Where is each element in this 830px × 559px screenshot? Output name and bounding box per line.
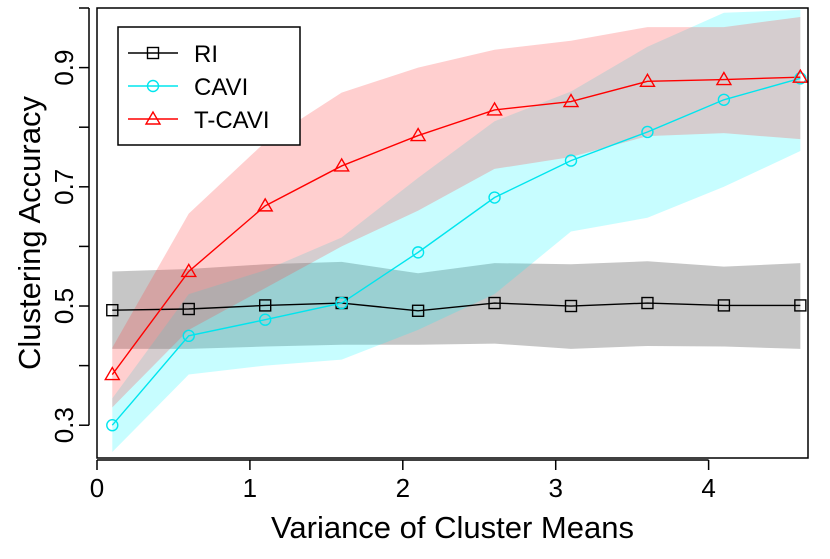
point-t-cavi xyxy=(256,197,274,212)
point-cavi xyxy=(411,246,425,259)
band-cavi xyxy=(112,9,801,453)
point-cavi xyxy=(564,154,578,167)
confidence-bands xyxy=(112,9,801,453)
series-markers xyxy=(104,68,809,432)
x-tick-label: 3 xyxy=(548,473,562,503)
point-cavi xyxy=(335,296,348,310)
point-ri xyxy=(794,299,807,312)
y-tick-label: 0.7 xyxy=(49,169,79,205)
legend-marker-t-cavi xyxy=(144,110,162,125)
point-cavi xyxy=(106,419,119,432)
point-cavi xyxy=(488,191,501,204)
plot-frame xyxy=(96,7,809,459)
legend-marker-ri xyxy=(146,46,160,60)
legend-label-t-cavi: T-CAVI xyxy=(194,107,270,134)
point-ri xyxy=(258,299,272,312)
point-ri xyxy=(106,303,119,317)
band-t-cavi xyxy=(112,16,801,408)
point-t-cavi xyxy=(715,71,733,86)
x-axis-title: Variance of Cluster Means xyxy=(271,510,634,545)
point-t-cavi xyxy=(562,93,580,108)
point-t-cavi xyxy=(180,263,197,278)
legend-label-ri: RI xyxy=(194,41,218,68)
series-lines xyxy=(111,76,801,426)
point-ri xyxy=(717,299,731,312)
x-axis: 0 1 2 3 4 xyxy=(90,459,716,503)
point-t-cavi xyxy=(486,101,503,116)
line-cavi xyxy=(111,77,801,426)
point-ri xyxy=(182,302,195,316)
y-axis-title: Clustering Accuracy xyxy=(12,96,47,370)
line-t-cavi xyxy=(111,76,801,375)
band-ri xyxy=(112,261,801,349)
point-cavi xyxy=(182,329,195,343)
point-cavi xyxy=(717,93,731,106)
y-tick-label: 0.9 xyxy=(49,50,79,86)
x-tick-label: 2 xyxy=(396,473,410,503)
line-ri xyxy=(112,302,801,312)
point-cavi xyxy=(258,313,272,326)
point-t-cavi xyxy=(639,72,656,88)
point-ri xyxy=(564,299,578,313)
point-ri xyxy=(641,296,654,310)
y-tick-label: 0.5 xyxy=(49,288,79,324)
point-ri xyxy=(488,296,501,310)
y-tick-label: 0.3 xyxy=(49,407,79,443)
y-axis: 0.3 0.5 0.7 0.9 xyxy=(49,7,90,443)
legend: RI CAVI T-CAVI xyxy=(117,26,301,146)
x-tick-label: 0 xyxy=(90,473,104,503)
legend-marker-cavi xyxy=(146,79,160,93)
point-t-cavi xyxy=(792,68,809,83)
legend-label-cavi: CAVI xyxy=(194,74,248,101)
point-t-cavi xyxy=(333,157,350,172)
point-ri xyxy=(411,304,425,317)
point-cavi xyxy=(641,125,654,139)
x-tick-label: 4 xyxy=(701,473,715,503)
point-t-cavi xyxy=(104,366,121,381)
point-t-cavi xyxy=(409,127,427,142)
x-tick-label: 1 xyxy=(243,473,257,503)
